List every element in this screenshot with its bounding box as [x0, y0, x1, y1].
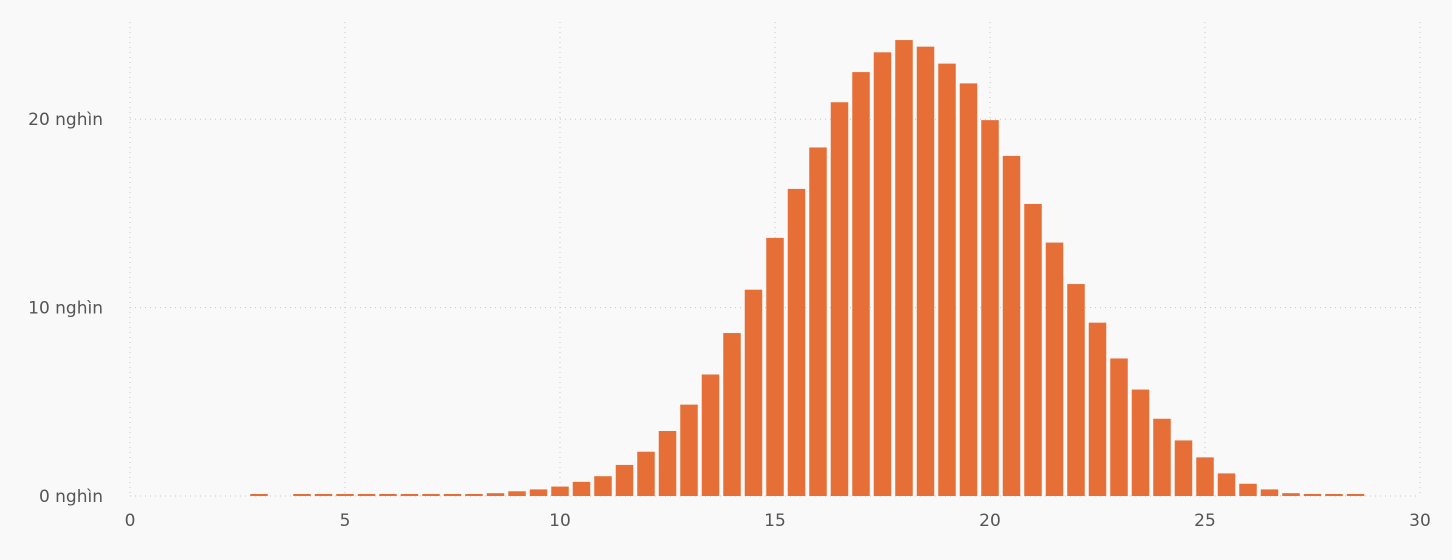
histogram-bar: [981, 120, 999, 496]
bar-layer: [250, 40, 1365, 497]
histogram-bar: [895, 40, 913, 497]
histogram-bar: [615, 464, 634, 496]
histogram-bar: [723, 333, 741, 496]
x-tick-label: 15: [764, 511, 786, 531]
histogram-bar: [1196, 457, 1214, 496]
histogram-bar: [1045, 242, 1064, 496]
histogram-bar: [1303, 494, 1322, 496]
histogram-bar: [873, 52, 892, 497]
histogram-bar: [508, 491, 526, 496]
histogram-bar: [250, 494, 268, 496]
histogram-bar: [594, 476, 612, 496]
histogram-bar: [1024, 203, 1042, 497]
histogram-bar: [422, 494, 440, 496]
x-tick-label: 30: [1409, 511, 1431, 531]
histogram-bar: [1239, 483, 1257, 496]
histogram-bar: [809, 147, 827, 496]
histogram-bar: [572, 481, 591, 496]
x-tick-label: 5: [340, 511, 351, 531]
histogram-bar: [680, 404, 698, 496]
histogram-bar: [787, 188, 806, 496]
histogram-bar: [1325, 494, 1343, 496]
histogram-bar: [938, 63, 956, 496]
histogram-bar: [336, 494, 354, 496]
x-tick-label: 25: [1194, 511, 1216, 531]
histogram-bar: [1088, 322, 1107, 496]
histogram-bar: [293, 494, 311, 496]
y-tick-label: 20 nghìn: [28, 110, 103, 130]
histogram-bar: [830, 102, 849, 496]
y-tick-label: 10 nghìn: [28, 299, 103, 319]
histogram-bar: [658, 431, 677, 496]
histogram-bar: [1260, 489, 1279, 496]
histogram-bar: [551, 486, 569, 496]
histogram-bar: [314, 494, 333, 496]
histogram-bar: [1110, 358, 1128, 496]
histogram-bar: [1282, 493, 1300, 496]
histogram-bar: [357, 494, 376, 496]
histogram-bar: [701, 374, 720, 496]
histogram-bar: [1174, 440, 1193, 496]
x-tick-label: 20: [979, 511, 1001, 531]
histogram-bar: [637, 451, 655, 496]
histogram-bar: [916, 46, 935, 496]
histogram-bar: [443, 494, 462, 496]
histogram-bar: [766, 237, 784, 496]
histogram-bar: [1002, 155, 1021, 497]
y-tick-label: 0 nghìn: [39, 487, 103, 507]
histogram-bar: [1067, 284, 1085, 496]
histogram-bar: [1153, 418, 1171, 496]
histogram-bar: [1346, 494, 1365, 496]
histogram-bar: [852, 72, 870, 496]
histogram-bar: [959, 83, 978, 497]
x-tick-label: 10: [549, 511, 571, 531]
x-tick-label: 0: [125, 511, 136, 531]
histogram-bar: [1217, 473, 1236, 496]
histogram-bar: [744, 289, 763, 496]
histogram-bar: [379, 494, 397, 496]
histogram-bar: [1131, 389, 1150, 496]
axis-labels: 0 5 10 15 20 25 30 0 nghìn 10 nghìn 20 nghìn: [28, 110, 1431, 531]
histogram-bar: [465, 494, 483, 496]
histogram-bar: [529, 489, 548, 496]
histogram-bar: [486, 493, 505, 496]
histogram-bar: [400, 494, 419, 496]
